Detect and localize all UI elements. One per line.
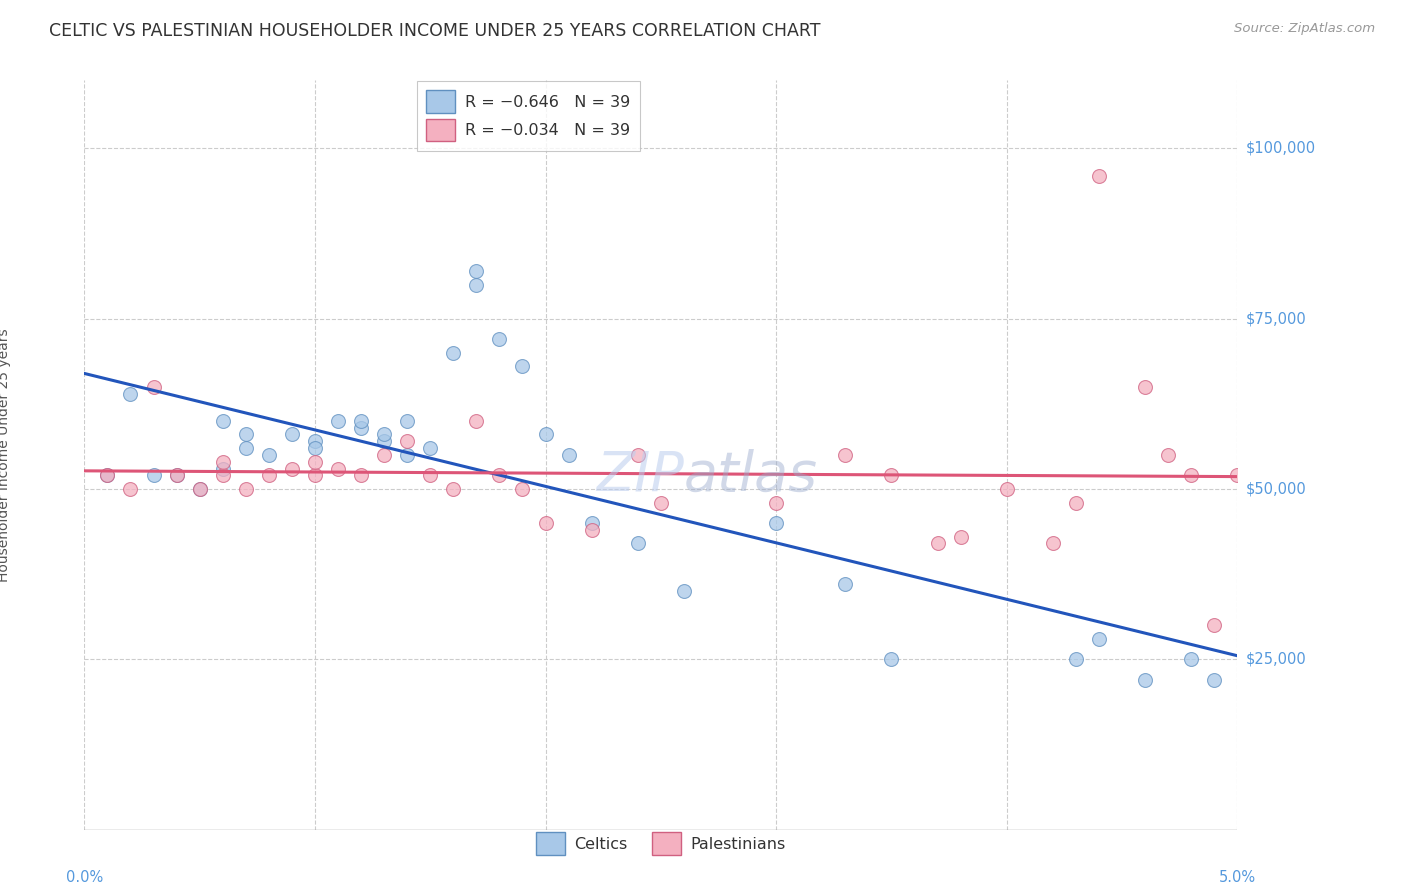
Point xyxy=(1088,169,1111,183)
Point xyxy=(96,468,118,483)
Text: $25,000: $25,000 xyxy=(1246,652,1306,666)
Point xyxy=(211,455,233,469)
Point xyxy=(1064,495,1087,509)
Point xyxy=(488,468,510,483)
Point xyxy=(257,448,280,462)
Text: $50,000: $50,000 xyxy=(1246,482,1306,497)
Point xyxy=(512,359,534,374)
Point xyxy=(534,516,557,530)
Point xyxy=(880,468,903,483)
Point xyxy=(142,468,165,483)
Point xyxy=(1180,468,1202,483)
Point xyxy=(627,448,650,462)
Point xyxy=(1180,652,1202,666)
Point xyxy=(1088,632,1111,646)
Text: atlas: atlas xyxy=(683,449,818,502)
Point xyxy=(142,380,165,394)
Point xyxy=(1157,448,1180,462)
Point xyxy=(120,482,142,496)
Point xyxy=(304,441,326,455)
Point xyxy=(188,482,211,496)
Point xyxy=(512,482,534,496)
Text: CELTIC VS PALESTINIAN HOUSEHOLDER INCOME UNDER 25 YEARS CORRELATION CHART: CELTIC VS PALESTINIAN HOUSEHOLDER INCOME… xyxy=(49,22,821,40)
Point xyxy=(1204,673,1226,687)
Point xyxy=(257,468,280,483)
Point xyxy=(465,414,488,428)
Point xyxy=(650,495,672,509)
Point xyxy=(373,427,395,442)
Point xyxy=(304,434,326,449)
Text: 0.0%: 0.0% xyxy=(66,871,103,886)
Point xyxy=(880,652,903,666)
Point xyxy=(1133,380,1156,394)
Point xyxy=(419,441,441,455)
Point xyxy=(1064,652,1087,666)
Point xyxy=(927,536,949,550)
Text: $75,000: $75,000 xyxy=(1246,311,1306,326)
Point xyxy=(627,536,650,550)
Point xyxy=(188,482,211,496)
Point xyxy=(211,461,233,475)
Point xyxy=(96,468,118,483)
Point xyxy=(672,584,695,599)
Point xyxy=(1226,468,1249,483)
Point xyxy=(326,461,349,475)
Text: $100,000: $100,000 xyxy=(1246,141,1316,156)
Point xyxy=(166,468,188,483)
Point xyxy=(396,434,419,449)
Point xyxy=(120,386,142,401)
Text: ZIP: ZIP xyxy=(596,449,683,502)
Point xyxy=(441,345,464,359)
Text: Source: ZipAtlas.com: Source: ZipAtlas.com xyxy=(1234,22,1375,36)
Point xyxy=(350,414,373,428)
Point xyxy=(465,277,488,292)
Point xyxy=(765,495,787,509)
Point xyxy=(1133,673,1156,687)
Point xyxy=(350,420,373,434)
Point xyxy=(1042,536,1064,550)
Point xyxy=(419,468,441,483)
Point xyxy=(396,414,419,428)
Point xyxy=(581,523,603,537)
Legend: Celtics, Palestinians: Celtics, Palestinians xyxy=(529,824,793,863)
Point xyxy=(281,461,304,475)
Point xyxy=(211,468,233,483)
Text: Householder Income Under 25 years: Householder Income Under 25 years xyxy=(0,328,11,582)
Point xyxy=(281,427,304,442)
Point xyxy=(834,577,856,591)
Point xyxy=(995,482,1018,496)
Point xyxy=(396,448,419,462)
Point xyxy=(557,448,579,462)
Point xyxy=(373,434,395,449)
Point xyxy=(465,264,488,278)
Point xyxy=(211,414,233,428)
Point xyxy=(304,455,326,469)
Point xyxy=(949,530,972,544)
Text: 5.0%: 5.0% xyxy=(1219,871,1256,886)
Point xyxy=(534,427,557,442)
Point xyxy=(581,516,603,530)
Point xyxy=(235,482,257,496)
Point xyxy=(304,468,326,483)
Point xyxy=(326,414,349,428)
Point xyxy=(166,468,188,483)
Point xyxy=(350,468,373,483)
Point xyxy=(441,482,464,496)
Point xyxy=(373,448,395,462)
Point xyxy=(765,516,787,530)
Point xyxy=(488,332,510,346)
Point xyxy=(834,448,856,462)
Point xyxy=(1204,618,1226,632)
Point xyxy=(235,441,257,455)
Point xyxy=(235,427,257,442)
